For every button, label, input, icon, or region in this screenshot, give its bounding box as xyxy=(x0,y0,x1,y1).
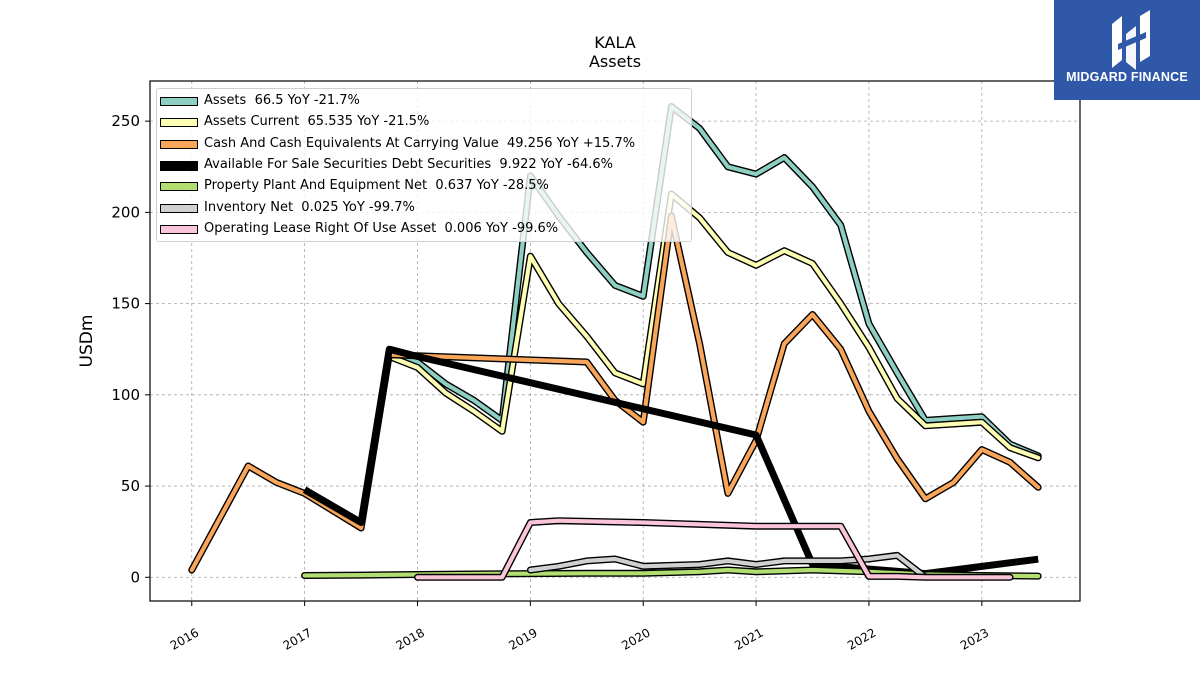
legend-swatch xyxy=(160,118,198,128)
series-line xyxy=(385,190,1042,462)
y-axis-ticks: 0 50 100 150 200 250 xyxy=(111,112,150,586)
y-tick-label: 0 xyxy=(130,568,140,586)
plot-frame xyxy=(149,80,1081,602)
y-tick-label: 200 xyxy=(111,203,140,221)
legend-label: Property Plant And Equipment Net 0.637 Y… xyxy=(204,178,549,194)
x-tick-label: 2017 xyxy=(281,625,314,652)
series-line xyxy=(414,517,1014,581)
series-line xyxy=(188,212,1042,574)
x-tick-label: 2020 xyxy=(619,625,652,652)
series-lines xyxy=(188,103,1042,581)
x-tick-label: 2021 xyxy=(732,625,765,652)
legend-label: Available For Sale Securities Debt Secur… xyxy=(204,156,613,172)
legend-swatch xyxy=(160,182,198,192)
chart-legend: Assets 66.5 YoY -21.7% Assets Current 65.… xyxy=(156,88,692,242)
y-tick-label: 50 xyxy=(121,477,140,495)
legend-item: Operating Lease Right Of Use Asset 0.006… xyxy=(157,219,691,239)
legend-item: Available For Sale Securities Debt Secur… xyxy=(157,155,691,175)
y-tick-label: 150 xyxy=(111,295,140,313)
legend-label: Assets Current 65.535 YoY -21.5% xyxy=(204,114,430,130)
legend-item: Inventory Net 0.025 YoY -99.7% xyxy=(157,198,691,218)
legend-label: Assets 66.5 YoY -21.7% xyxy=(204,93,360,108)
legend-swatch xyxy=(160,139,198,149)
x-tick-label: 2019 xyxy=(506,625,539,652)
legend-item: Cash And Cash Equivalents At Carrying Va… xyxy=(157,134,691,154)
legend-swatch xyxy=(160,203,198,213)
legend-swatch xyxy=(160,224,198,234)
y-tick-label: 250 xyxy=(111,112,140,130)
midgard-logo-icon xyxy=(1112,10,1150,70)
legend-label: Cash And Cash Equivalents At Carrying Va… xyxy=(204,135,636,151)
chart-subtitle: Assets xyxy=(588,52,642,71)
series-line xyxy=(302,345,1039,578)
legend-swatch xyxy=(160,160,198,171)
legend-item: Property Plant And Equipment Net 0.637 Y… xyxy=(157,176,691,196)
legend-label: Inventory Net 0.025 YoY -99.7% xyxy=(204,199,415,215)
legend-item: Assets Current 65.535 YoY -21.5% xyxy=(157,112,691,132)
legend-label: Operating Lease Right Of Use Asset 0.006… xyxy=(204,220,559,236)
x-tick-label: 2022 xyxy=(845,625,878,652)
chart-title: KALA xyxy=(594,33,636,52)
y-tick-label: 100 xyxy=(111,386,140,404)
x-tick-label: 2018 xyxy=(394,625,427,652)
grid-lines xyxy=(150,81,1080,601)
midgard-finance-logo: MIDGARD FINANCE xyxy=(1054,0,1200,100)
legend-swatch xyxy=(160,97,198,106)
x-tick-label: 2023 xyxy=(958,625,991,652)
y-axis-label: USDm xyxy=(77,315,97,368)
x-tick-label: 2016 xyxy=(168,625,201,652)
series-line xyxy=(385,103,1042,460)
logo-text: MIDGARD FINANCE xyxy=(1066,70,1188,84)
legend-item: Assets 66.5 YoY -21.7% xyxy=(157,91,691,111)
x-axis-ticks: 2016 2017 2018 2019 2020 2021 2022 2023 xyxy=(168,601,991,653)
